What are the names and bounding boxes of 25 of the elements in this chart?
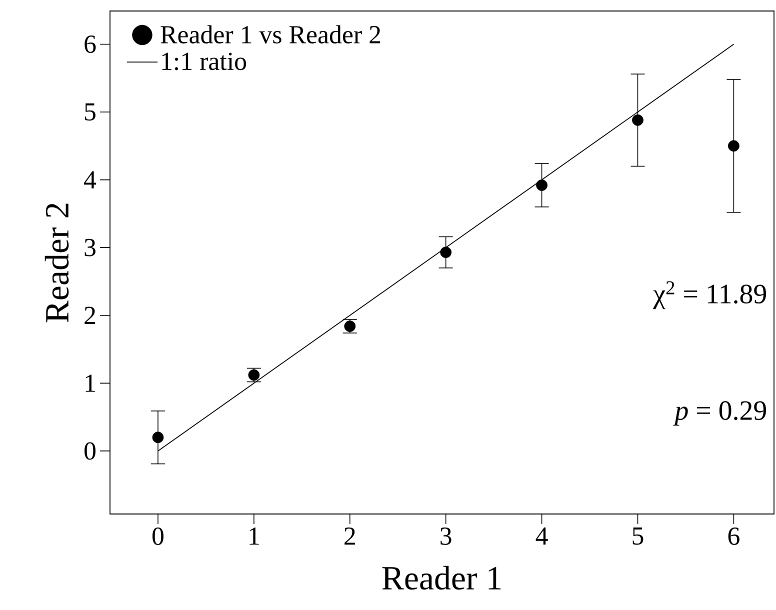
y-tick-label: 4 bbox=[84, 171, 96, 188]
annotation: p = 0.29 bbox=[673, 401, 766, 426]
y-tick-label: 6 bbox=[84, 36, 96, 53]
point bbox=[632, 114, 644, 126]
x-tick-label: 5 bbox=[632, 528, 644, 545]
x-axis-title: Reader 1 bbox=[382, 566, 501, 590]
x-tick-label: 4 bbox=[536, 528, 548, 545]
x-tick-label: 6 bbox=[728, 528, 740, 545]
point bbox=[152, 432, 164, 444]
y-tick-label: 2 bbox=[84, 306, 96, 324]
legend-label: 1:1 ratio bbox=[162, 52, 246, 70]
x-tick-label: 1 bbox=[250, 528, 259, 545]
x-tick-label: 0 bbox=[152, 528, 164, 545]
x-tick-label: 3 bbox=[440, 528, 452, 545]
y-axis-title: Reader 2 bbox=[44, 204, 69, 322]
x-tick-label: 2 bbox=[344, 528, 355, 545]
point bbox=[440, 246, 452, 258]
point bbox=[536, 180, 548, 191]
point bbox=[728, 140, 740, 152]
y-tick-label: 3 bbox=[84, 238, 96, 256]
y-tick-label: 5 bbox=[85, 103, 96, 121]
legend-label: Reader 1 vs Reader 2 bbox=[160, 25, 380, 44]
y-tick-label: 0 bbox=[84, 442, 96, 460]
annotation: χ$^{2}$ = 11.89 bbox=[653, 281, 766, 310]
y-tick-label: 1 bbox=[86, 374, 95, 392]
